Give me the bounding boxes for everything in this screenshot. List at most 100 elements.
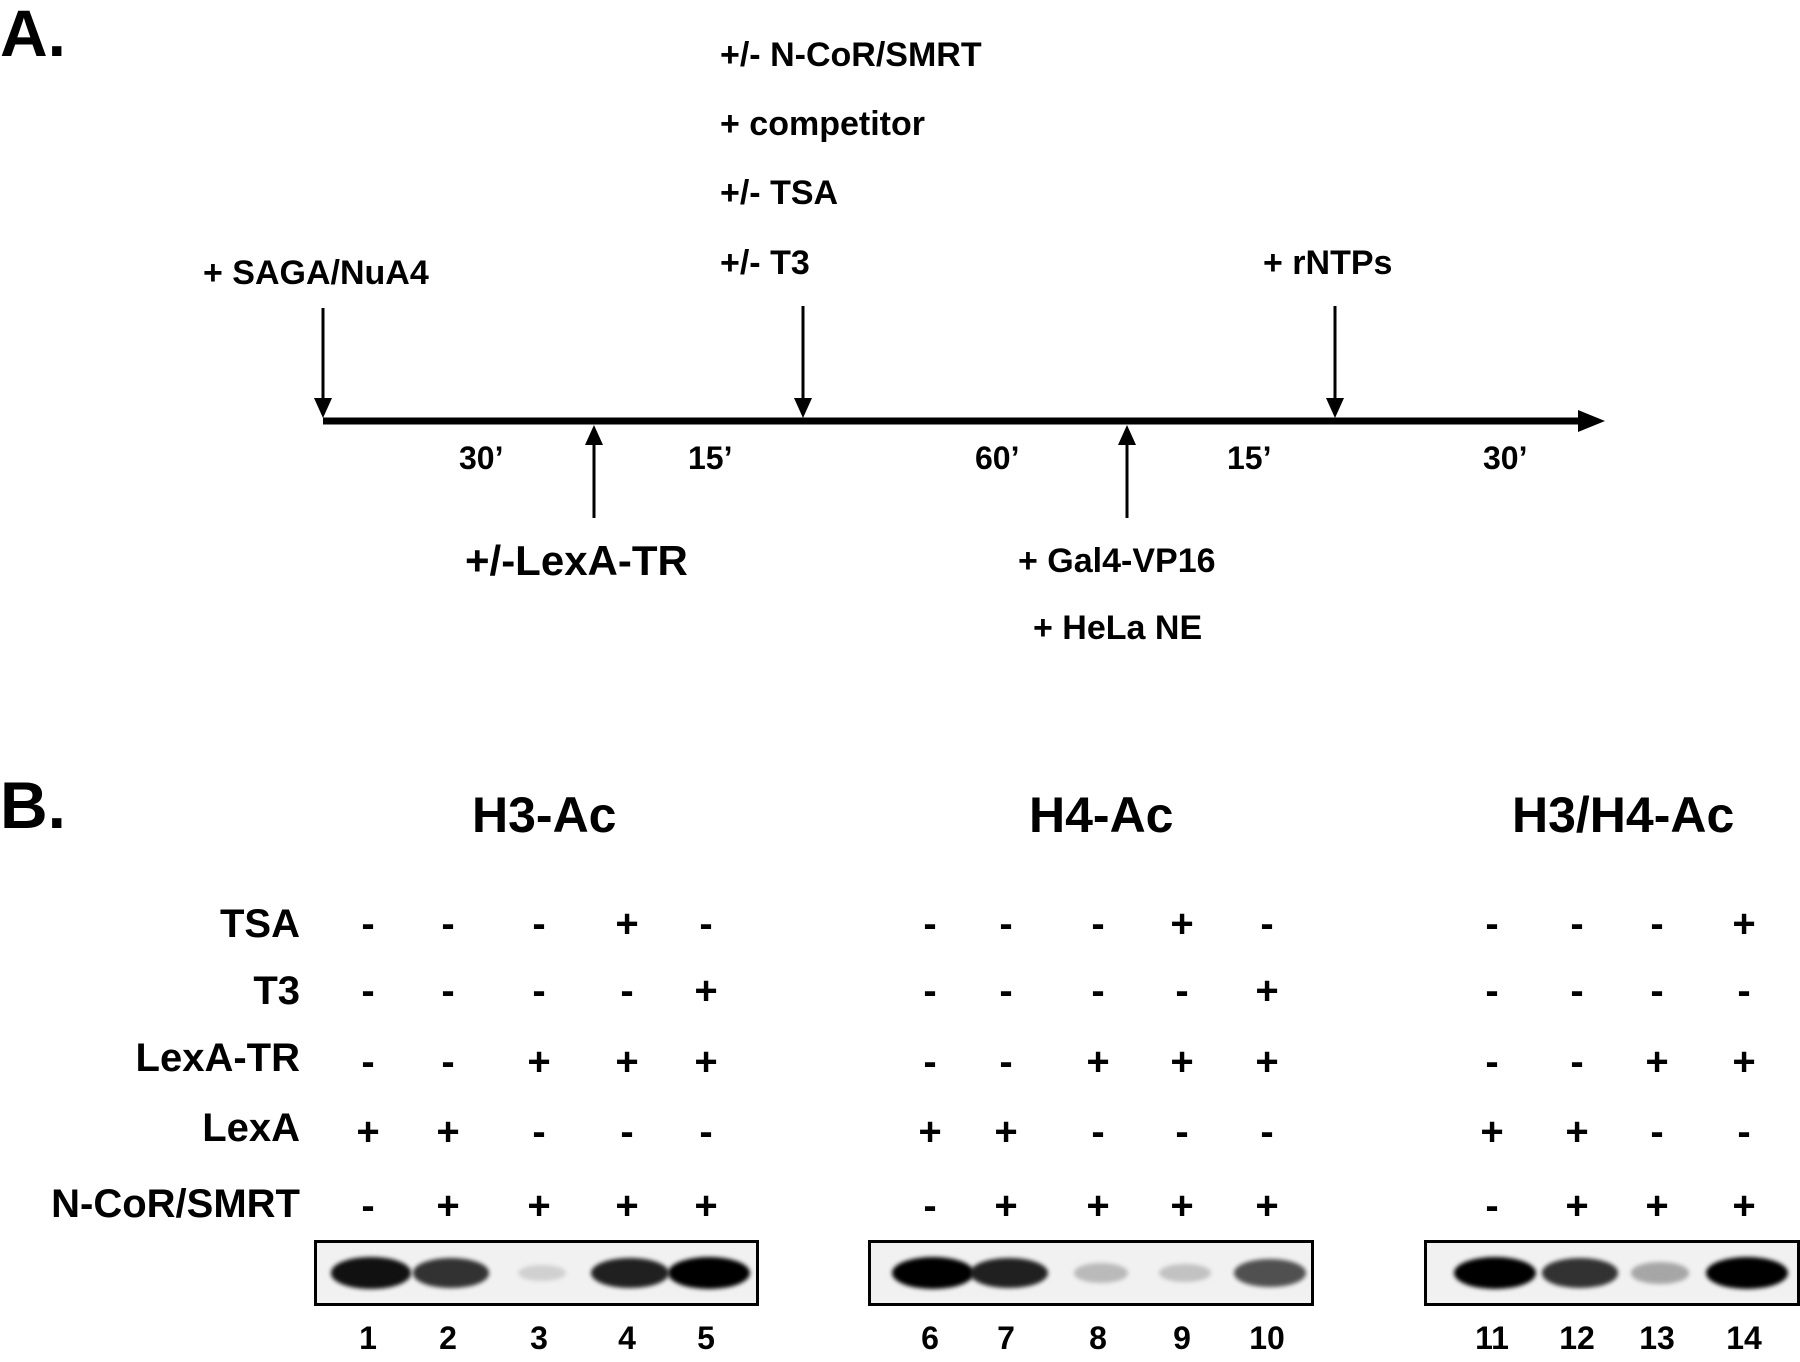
lane-number: 8 (1089, 1320, 1107, 1356)
mark: + (1255, 1040, 1279, 1084)
duration-3: 60’ (975, 440, 1020, 476)
step-ncor-smrt: +/- N-CoR/SMRT (720, 36, 982, 74)
mark: + (1645, 1184, 1669, 1228)
gel-band (1631, 1262, 1689, 1284)
mark: + (1086, 1040, 1110, 1084)
mark: + (527, 1040, 551, 1084)
mark: + (1732, 902, 1756, 946)
mark: - (1737, 969, 1751, 1013)
mark: - (1175, 1110, 1189, 1154)
lane-number: 10 (1249, 1320, 1285, 1356)
mark: - (923, 902, 937, 946)
mark: - (999, 969, 1013, 1013)
gel-image-h3h4 (1424, 1240, 1800, 1306)
mark: - (441, 1040, 455, 1084)
mark: - (1485, 1040, 1499, 1084)
step-gal4-vp16: + Gal4-VP16 (1018, 542, 1216, 580)
step-competitor: + competitor (720, 105, 925, 143)
mark: - (1570, 902, 1584, 946)
mark: - (532, 902, 546, 946)
mark: + (615, 902, 639, 946)
mark: + (918, 1110, 942, 1154)
step-saga-nua4: + SAGA/NuA4 (203, 254, 429, 292)
mark: - (361, 969, 375, 1013)
mark: + (615, 1184, 639, 1228)
mark: + (694, 969, 718, 1013)
mark: - (441, 969, 455, 1013)
mark: + (694, 1184, 718, 1228)
gel-band (892, 1257, 974, 1289)
mark: - (361, 1040, 375, 1084)
mark: - (1485, 969, 1499, 1013)
step-lexa-tr: +/-LexA-TR (465, 537, 688, 584)
gel-band (518, 1264, 566, 1282)
gel-band (1706, 1257, 1788, 1289)
mark: + (1255, 969, 1279, 1013)
gel-band (1542, 1258, 1618, 1288)
mark: + (1732, 1184, 1756, 1228)
mark: - (1737, 1110, 1751, 1154)
mark: - (441, 902, 455, 946)
mark: - (1091, 902, 1105, 946)
mark: - (923, 969, 937, 1013)
mark: - (999, 1040, 1013, 1084)
mark: + (1170, 1184, 1194, 1228)
lane-number: 1 (359, 1320, 377, 1356)
mark: + (436, 1110, 460, 1154)
mark: + (615, 1040, 639, 1084)
mark: + (1086, 1184, 1110, 1228)
lane-number: 12 (1559, 1320, 1595, 1356)
mark: + (356, 1110, 380, 1154)
gel-band (331, 1257, 411, 1289)
gel-image-h4 (868, 1240, 1314, 1306)
mark: + (1170, 1040, 1194, 1084)
mark: - (1650, 1110, 1664, 1154)
mark: - (699, 902, 713, 946)
row-label-lexa: LexA (202, 1106, 300, 1150)
mark: + (994, 1110, 1018, 1154)
mark: - (999, 902, 1013, 946)
mark: - (1091, 1110, 1105, 1154)
duration-1: 30’ (459, 440, 504, 476)
mark: + (1565, 1110, 1589, 1154)
step-hela-ne: + HeLa NE (1033, 609, 1203, 647)
gel-title-h4: H4-Ac (1029, 787, 1174, 843)
mark: + (1732, 1040, 1756, 1084)
mark: - (1570, 969, 1584, 1013)
mark: - (620, 969, 634, 1013)
lane-number: 14 (1726, 1320, 1762, 1356)
gel-band (1454, 1257, 1536, 1289)
lane-number: 4 (618, 1320, 636, 1356)
mark: - (1175, 969, 1189, 1013)
mark: - (532, 1110, 546, 1154)
mark: + (1170, 902, 1194, 946)
lane-number: 6 (921, 1320, 939, 1356)
duration-4: 15’ (1227, 440, 1272, 476)
lane-number: 3 (530, 1320, 548, 1356)
gel-band (413, 1258, 489, 1288)
gel-band (970, 1257, 1048, 1289)
step-tsa: +/- TSA (720, 174, 839, 212)
lane-number: 7 (997, 1320, 1015, 1356)
gel-title-h3: H3-Ac (472, 787, 617, 843)
mark: - (361, 1184, 375, 1228)
row-label-ncor-smrt: N-CoR/SMRT (51, 1182, 300, 1226)
mark: - (620, 1110, 634, 1154)
row-label-lexa-tr: LexA-TR (135, 1036, 300, 1080)
mark: + (994, 1184, 1018, 1228)
lane-number: 5 (697, 1320, 715, 1356)
mark: - (1570, 1040, 1584, 1084)
mark: + (694, 1040, 718, 1084)
duration-2: 15’ (688, 440, 733, 476)
mark: - (1260, 1110, 1274, 1154)
mark: - (923, 1040, 937, 1084)
row-label-tsa: TSA (220, 902, 300, 946)
gel-band (1234, 1259, 1306, 1287)
mark: + (527, 1184, 551, 1228)
step-t3: +/- T3 (720, 244, 810, 282)
mark: - (1650, 969, 1664, 1013)
timeline-arrowhead (1578, 410, 1605, 432)
mark: - (1650, 902, 1664, 946)
mark: + (1480, 1110, 1504, 1154)
